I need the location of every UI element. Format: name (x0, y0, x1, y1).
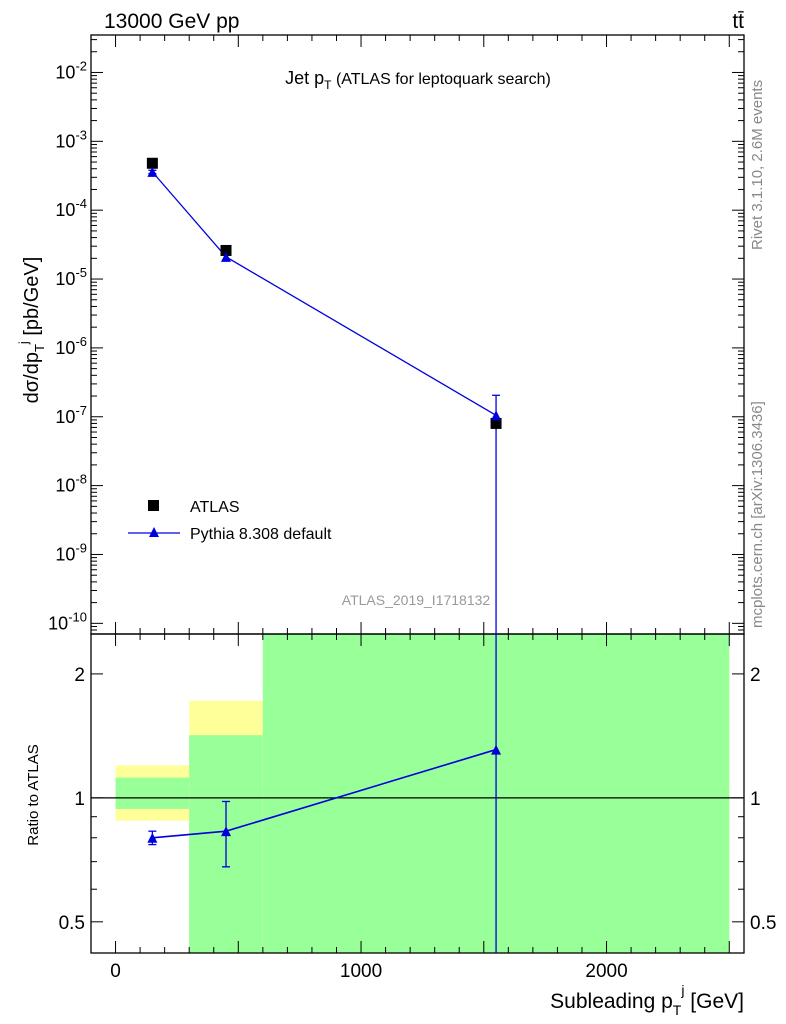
mcplots-label: mcplots.cern.ch [arXiv:1306.3436] (749, 401, 766, 628)
atlas-point (220, 244, 232, 256)
ratio-y-axis-title: Ratio to ATLAS (25, 744, 42, 845)
atlas-point (146, 157, 158, 169)
pythia-point (221, 251, 232, 262)
header-right: tt̄ (732, 10, 744, 33)
ratio-y-tick-label: 1 (74, 789, 85, 810)
main-y-tick-label: 10-7 (55, 403, 87, 427)
main-y-tick-label: 10-10 (48, 609, 87, 633)
rivet-label: Rivet 3.1.10, 2.6M events (749, 80, 766, 250)
x-tick-label: 2000 (585, 961, 627, 982)
legend-atlas-marker (148, 500, 159, 511)
main-plot-axes: 10-10 10-9 10-8 10-7 10-6 10-5 10-4 10-3 10-2 (48, 34, 745, 635)
ratio-y-tick-label-right: 2 (750, 665, 761, 686)
analysis-watermark: ATLAS_2019_I1718132 (342, 592, 491, 608)
main-y-tick-label: 10-3 (55, 127, 87, 151)
main-y-tick-label: 10-5 (55, 265, 87, 289)
pythia-point (147, 166, 158, 177)
ratio-bands (115, 634, 730, 953)
pythia-line (151, 171, 497, 416)
ratio-pythia-point (221, 826, 232, 837)
header-left: 13000 GeV pp (104, 10, 239, 33)
main-y-tick-label: 10-2 (55, 58, 87, 82)
main-y-tick-label: 10-6 (55, 334, 87, 358)
ratio-plot-frame (90, 633, 745, 954)
x-axis-title: Subleading pTj [GeV] (550, 982, 744, 1018)
ratio-plot-series (147, 634, 502, 953)
legend-pythia-marker (149, 527, 159, 537)
atlas-point (490, 417, 502, 429)
legend: ATLAS Pythia 8.308 default (128, 499, 332, 543)
ratio-y-tick-label-right: 1 (750, 789, 761, 810)
plot-title: Jet pT (ATLAS for leptoquark search) (285, 68, 551, 92)
ratio-y-tick-label-right: 0.5 (750, 913, 776, 934)
main-plot-frame (90, 34, 745, 635)
x-tick-label: 1000 (340, 961, 382, 982)
main-y-tick-label: 10-8 (55, 472, 87, 496)
ratio-plot-axes: 0.5 0.5 1 1 2 2 0 1000 2000 (59, 633, 776, 982)
ratio-pythia-point (147, 832, 158, 843)
legend-atlas-label: ATLAS (190, 499, 240, 516)
ratio-y-tick-label: 0.5 (59, 913, 85, 934)
main-y-tick-label: 10-9 (55, 540, 87, 564)
pythia-point (491, 410, 502, 421)
main-y-tick-label: 10-4 (55, 196, 87, 220)
ratio-y-tick-label: 2 (74, 665, 85, 686)
ratio-pythia-point (491, 744, 502, 755)
x-tick-label: 0 (110, 961, 121, 982)
legend-pythia-label: Pythia 8.308 default (190, 526, 332, 543)
main-y-axis-title: dσ/dpTj [pb/GeV] (16, 257, 47, 404)
main-plot-series (146, 157, 502, 634)
ratio-band-green-0 (115, 777, 190, 809)
